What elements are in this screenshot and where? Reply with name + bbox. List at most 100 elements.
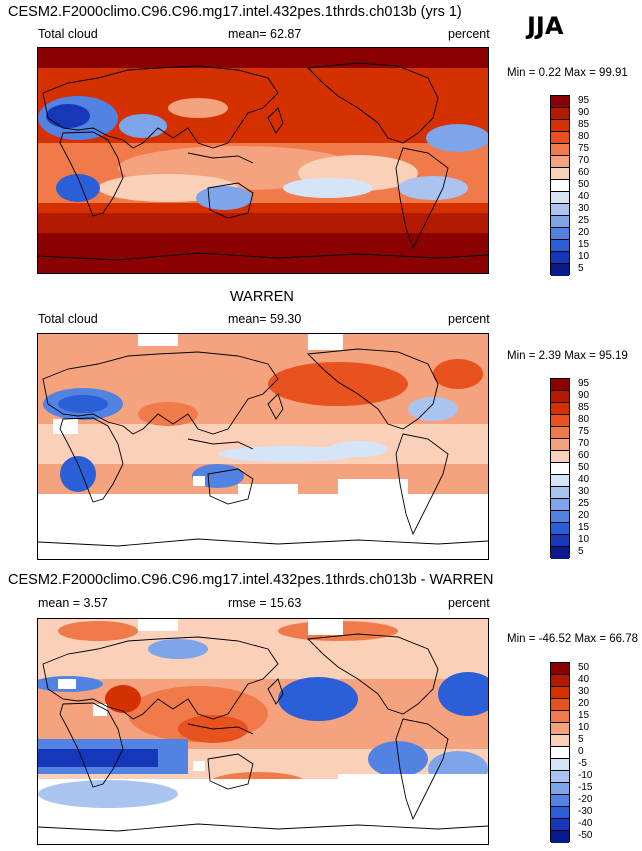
colorbar-label: 95: [578, 95, 590, 106]
colorbar-label: -30: [578, 806, 593, 817]
panel-1-variable-label: Total cloud: [38, 27, 98, 41]
panel-2-map: [37, 333, 489, 560]
colorbar-swatch: [551, 663, 569, 675]
colorbar-label: 20: [578, 227, 590, 238]
colorbar-swatch: [551, 511, 569, 523]
colorbar-label: 10: [578, 722, 590, 733]
panel-3-colorbar: [550, 662, 570, 843]
panel-1-colorbar: [550, 95, 570, 276]
colorbar-label: 70: [578, 438, 590, 449]
colorbar-label: 85: [578, 119, 590, 130]
colorbar-swatch: [551, 204, 569, 216]
panel-2-title: WARREN: [230, 289, 294, 305]
colorbar-swatch: [551, 499, 569, 511]
colorbar-swatch: [551, 228, 569, 240]
colorbar-label: 5: [578, 263, 584, 274]
colorbar-swatch: [551, 759, 569, 771]
panel-3-map: [37, 618, 489, 845]
panel-2-minmax: Min = 2.39 Max = 95.19: [507, 350, 628, 362]
colorbar-swatch: [551, 819, 569, 831]
colorbar-label: 15: [578, 239, 590, 250]
colorbar-label: -15: [578, 782, 593, 793]
colorbar-swatch: [551, 168, 569, 180]
colorbar-label: 40: [578, 474, 590, 485]
panel-1-title: CESM2.F2000climo.C96.C96.mg17.intel.432p…: [8, 4, 462, 20]
panel-3-units-label: percent: [448, 596, 490, 610]
panel-3-minmax: Min = -46.52 Max = 66.78: [507, 633, 639, 645]
colorbar-swatch: [551, 144, 569, 156]
colorbar-swatch: [551, 252, 569, 264]
colorbar-swatch: [551, 771, 569, 783]
colorbar-swatch: [551, 783, 569, 795]
panel-3-rmse-label: rmse = 15.63: [228, 596, 302, 610]
colorbar-label: 95: [578, 378, 590, 389]
colorbar-swatch: [551, 675, 569, 687]
colorbar-swatch: [551, 192, 569, 204]
colorbar-swatch: [551, 427, 569, 439]
colorbar-label: 90: [578, 390, 590, 401]
panel-3-mean-label: mean = 3.57: [38, 596, 108, 610]
colorbar-label: 20: [578, 698, 590, 709]
colorbar-label: 15: [578, 710, 590, 721]
colorbar-swatch: [551, 807, 569, 819]
colorbar-swatch: [551, 156, 569, 168]
colorbar-swatch: [551, 747, 569, 759]
panel-1-minmax: Min = 0.22 Max = 99.91: [507, 67, 628, 79]
colorbar-label: 90: [578, 107, 590, 118]
colorbar-label: 20: [578, 510, 590, 521]
colorbar-swatch: [551, 403, 569, 415]
colorbar-label: 75: [578, 426, 590, 437]
colorbar-label: 75: [578, 143, 590, 154]
colorbar-label: 5: [578, 546, 584, 557]
colorbar-label: 30: [578, 203, 590, 214]
panel-1-units-label: percent: [448, 27, 490, 41]
colorbar-label: -20: [578, 794, 593, 805]
colorbar-swatch: [551, 475, 569, 487]
panel-2-units-label: percent: [448, 312, 490, 326]
colorbar-swatch: [551, 379, 569, 391]
panel-1-map: [37, 47, 489, 274]
colorbar-label: 60: [578, 450, 590, 461]
colorbar-swatch: [551, 415, 569, 427]
colorbar-swatch: [551, 723, 569, 735]
panel-2-variable-label: Total cloud: [38, 312, 98, 326]
panel-2-colorbar: [550, 378, 570, 559]
colorbar-label: 0: [578, 746, 584, 757]
colorbar-label: 80: [578, 131, 590, 142]
colorbar-label: 85: [578, 402, 590, 413]
colorbar-swatch: [551, 108, 569, 120]
colorbar-swatch: [551, 96, 569, 108]
colorbar-swatch: [551, 240, 569, 252]
colorbar-label: 50: [578, 662, 590, 673]
colorbar-swatch: [551, 391, 569, 403]
panel-1-mean-label: mean= 62.87: [228, 27, 302, 41]
colorbar-swatch: [551, 439, 569, 451]
colorbar-swatch: [551, 463, 569, 475]
colorbar-swatch: [551, 523, 569, 535]
colorbar-label: 80: [578, 414, 590, 425]
colorbar-label: -40: [578, 818, 593, 829]
colorbar-label: 50: [578, 462, 590, 473]
colorbar-label: 40: [578, 674, 590, 685]
colorbar-label: 40: [578, 191, 590, 202]
season-label: JJA: [527, 12, 564, 40]
panel-2-mean-label: mean= 59.30: [228, 312, 302, 326]
colorbar-label: 10: [578, 251, 590, 262]
colorbar-label: 5: [578, 734, 584, 745]
colorbar-swatch: [551, 795, 569, 807]
colorbar-swatch: [551, 264, 569, 276]
colorbar-label: -50: [578, 830, 593, 841]
colorbar-swatch: [551, 216, 569, 228]
colorbar-swatch: [551, 547, 569, 559]
colorbar-label: 70: [578, 155, 590, 166]
colorbar-swatch: [551, 735, 569, 747]
colorbar-swatch: [551, 831, 569, 843]
colorbar-label: 15: [578, 522, 590, 533]
colorbar-label: 50: [578, 179, 590, 190]
colorbar-swatch: [551, 535, 569, 547]
colorbar-swatch: [551, 180, 569, 192]
colorbar-swatch: [551, 487, 569, 499]
colorbar-label: 30: [578, 686, 590, 697]
colorbar-label: 25: [578, 215, 590, 226]
colorbar-swatch: [551, 711, 569, 723]
